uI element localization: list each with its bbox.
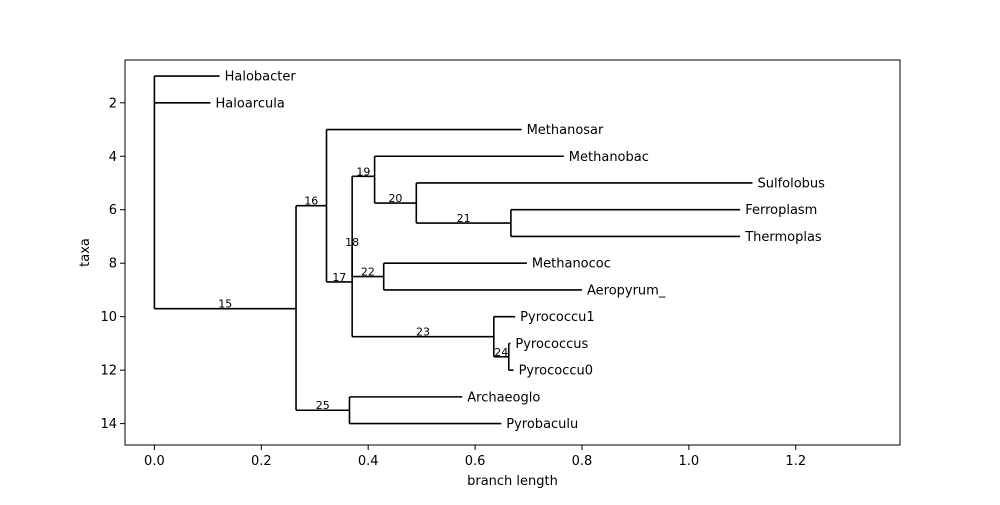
leaf-label-methanobac: Methanobac bbox=[569, 150, 649, 165]
leaf-label-pyrococcus: Pyrococcus bbox=[515, 337, 588, 352]
x-axis-title: branch length bbox=[467, 474, 558, 489]
node-label-21: 21 bbox=[457, 212, 471, 225]
node-label-16: 16 bbox=[304, 195, 318, 208]
leaf-label-ferroplasm: Ferroplasm bbox=[745, 203, 817, 218]
y-axis-title: taxa bbox=[78, 238, 93, 267]
x-tick-label: 0.2 bbox=[251, 454, 272, 469]
leaf-label-pyrobaculu: Pyrobaculu bbox=[506, 417, 578, 432]
node-label-23: 23 bbox=[416, 326, 430, 339]
internal-node-labels: 15 16 17 18 19 20 21 22 23 24 25 bbox=[218, 165, 508, 412]
leaf-label-pyrococcu0: Pyrococcu0 bbox=[519, 364, 593, 379]
x-tick-label: 0.0 bbox=[144, 454, 165, 469]
leaf-label-methanosar: Methanosar bbox=[527, 123, 604, 138]
node-label-22: 22 bbox=[361, 266, 375, 279]
node-label-24: 24 bbox=[494, 346, 508, 359]
leaf-label-haloarcula: Haloarcula bbox=[216, 96, 285, 111]
leaf-label-sulfolobus: Sulfolobus bbox=[757, 176, 825, 191]
leaf-label-methanococ: Methanococ bbox=[532, 257, 611, 272]
y-tick-label: 12 bbox=[100, 364, 117, 379]
leaf-label-archaeoglo: Archaeoglo bbox=[467, 390, 540, 405]
leaf-label-pyrococcu1: Pyrococcu1 bbox=[520, 310, 594, 325]
node-label-25: 25 bbox=[316, 399, 330, 412]
y-tick-label: 8 bbox=[109, 257, 117, 272]
node-label-20: 20 bbox=[388, 192, 402, 205]
y-tick-label: 10 bbox=[100, 310, 117, 325]
x-tick-label: 0.8 bbox=[572, 454, 593, 469]
x-tick-label: 1.0 bbox=[679, 454, 700, 469]
leaf-labels: Halobacter Haloarcula Methanosar Methano… bbox=[216, 70, 826, 433]
y-tick-label: 6 bbox=[109, 203, 117, 218]
y-axis-ticks: 2 4 6 8 10 12 14 bbox=[100, 96, 125, 432]
tree-branches bbox=[153, 75, 753, 425]
y-tick-label: 2 bbox=[109, 96, 117, 111]
plot-area-frame bbox=[124, 59, 901, 446]
node-label-18: 18 bbox=[345, 236, 359, 249]
node-label-19: 19 bbox=[356, 165, 370, 178]
leaf-label-aeropyrum_: Aeropyrum_ bbox=[587, 283, 666, 298]
x-tick-label: 0.4 bbox=[358, 454, 379, 469]
node-label-15: 15 bbox=[218, 298, 232, 311]
x-tick-label: 0.6 bbox=[465, 454, 486, 469]
y-tick-label: 14 bbox=[100, 417, 117, 432]
x-axis-ticks: 0.0 0.2 0.4 0.6 0.8 1.0 1.2 bbox=[144, 445, 806, 469]
x-tick-label: 1.2 bbox=[785, 454, 806, 469]
y-tick-label: 4 bbox=[109, 150, 117, 165]
leaf-label-thermoplas: Thermoplas bbox=[744, 230, 822, 245]
node-label-17: 17 bbox=[332, 271, 346, 284]
leaf-label-halobacter: Halobacter bbox=[225, 70, 297, 85]
